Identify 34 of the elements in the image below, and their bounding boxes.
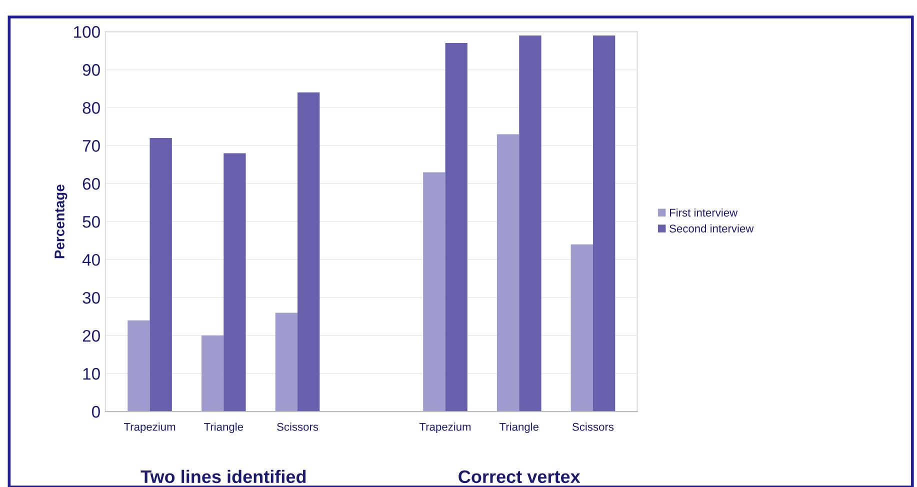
legend-label: Second interview (670, 224, 754, 233)
y-axis-title: Percentage (54, 184, 68, 258)
bar (423, 172, 446, 412)
text: Two lines identified (140, 470, 306, 484)
y-tick-label: 100 (74, 26, 100, 38)
bar (496, 134, 520, 412)
y-tick-label: 50 (82, 216, 100, 228)
bar (298, 92, 320, 412)
x-tick-label: Triangle (204, 422, 244, 433)
x-tick-label: Trapezium (419, 422, 471, 433)
x-tick-label: Scissors (572, 422, 614, 431)
bar (128, 320, 150, 412)
x-tick-label: Scissors (277, 422, 318, 431)
bar (519, 35, 542, 412)
bar (201, 336, 224, 412)
x-tick-label: Trapezium (124, 422, 176, 433)
bar (592, 35, 616, 412)
y-tick-label: 20 (82, 330, 100, 342)
y-tick-label: 30 (82, 292, 100, 304)
y-tick-label: 10 (83, 368, 100, 380)
bar (570, 244, 593, 412)
y-tick-label: 70 (82, 140, 100, 152)
y-tick-label: 40 (82, 254, 100, 266)
y-tick-label: 60 (82, 178, 100, 190)
bar (224, 153, 246, 412)
y-tick-label: 90 (82, 64, 100, 76)
y-tick-label: 80 (82, 102, 100, 114)
bar (275, 312, 298, 412)
bar (445, 43, 468, 412)
y-tick-label: 0 (92, 406, 100, 418)
bar (150, 138, 172, 412)
x-tick-label: Triangle (500, 422, 538, 433)
legend-label: First interview (670, 208, 738, 217)
text: Correct vertex (458, 470, 580, 484)
